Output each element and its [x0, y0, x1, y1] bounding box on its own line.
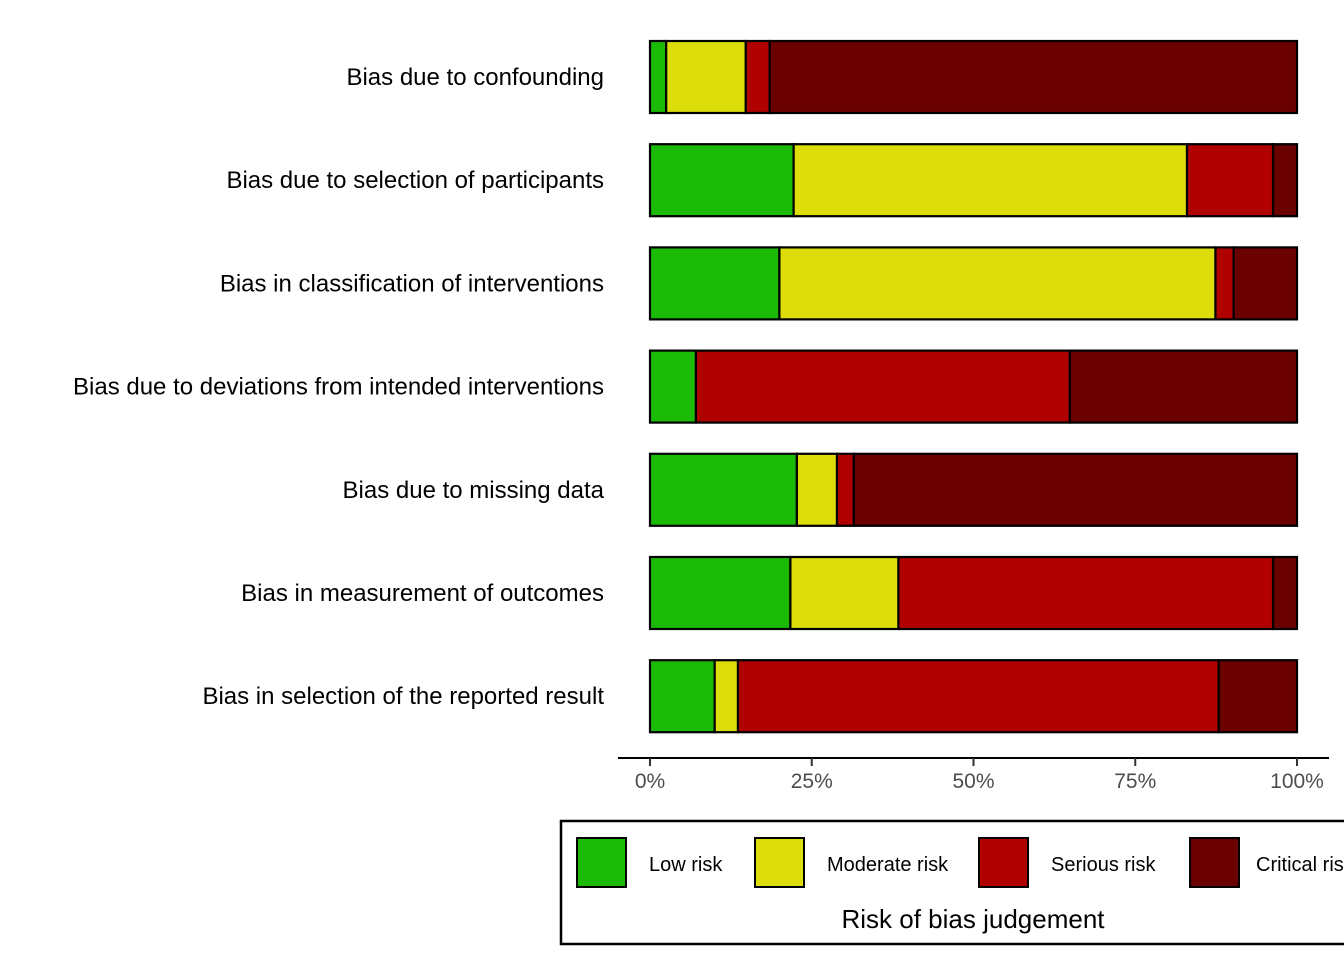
bar-segment-moderate-risk [789, 555, 900, 631]
bar-segment-low-risk [648, 659, 716, 734]
x-tick-label: 75% [1114, 770, 1156, 793]
bar-segment-moderate-risk [665, 39, 747, 115]
legend-label: Low risk [649, 854, 723, 876]
bar-segment-low-risk [648, 349, 698, 424]
legend-key-critical-risk [1189, 837, 1240, 888]
bar-segment-critical-risk [1068, 349, 1299, 424]
category-label: Bias due to deviations from intended int… [73, 374, 604, 401]
bar-segment-moderate-risk [792, 143, 1189, 218]
bar-segment-low-risk [648, 452, 798, 527]
bar-segment-low-risk [648, 246, 781, 321]
bar-segment-low-risk [648, 39, 668, 115]
x-tick-label: 0% [635, 770, 665, 793]
bar-segment-serious-risk [897, 555, 1275, 631]
legend-label: Critical risk [1256, 854, 1344, 876]
category-label: Bias due to confounding [346, 64, 604, 91]
x-tick-label: 50% [952, 770, 994, 793]
legend-key-moderate-risk [754, 837, 805, 888]
bar-segment-moderate-risk [778, 246, 1217, 321]
legend: Low risk Moderate risk Serious risk Critica… [559, 819, 1344, 946]
category-label: Bias due to selection of participants [226, 167, 604, 194]
category-labels: Bias due to confounding Bias due to selec… [73, 64, 605, 710]
bar-segment-serious-risk [1185, 143, 1275, 218]
category-label: Bias in selection of the reported result [202, 683, 604, 710]
bar-segment-moderate-risk [713, 659, 740, 734]
bar-segment-serious-risk [1214, 246, 1235, 321]
category-label: Bias in classification of interventions [220, 270, 604, 297]
legend-title: Risk of bias judgement [841, 904, 1105, 934]
legend-key-serious-risk [978, 837, 1029, 888]
category-label: Bias due to missing data [343, 477, 605, 504]
bar-segment-critical-risk [1271, 143, 1299, 218]
bar-segment-serious-risk [694, 349, 1072, 424]
bar-segment-serious-risk [736, 659, 1220, 734]
bar-segment-serious-risk [835, 452, 855, 527]
bar-segment-critical-risk [1271, 555, 1299, 631]
bar-segment-low-risk [648, 555, 792, 631]
x-tick-label: 100% [1270, 770, 1324, 793]
bar-segment-critical-risk [768, 39, 1299, 115]
legend-label: Moderate risk [827, 854, 949, 876]
bar-segment-serious-risk [744, 39, 771, 115]
bar-segment-low-risk [648, 143, 795, 218]
bar-segment-moderate-risk [795, 452, 839, 527]
x-tick-label: 25% [791, 770, 833, 793]
x-axis: 0% 25% 50% 75% 100% [618, 757, 1329, 793]
legend-key-low-risk [576, 837, 627, 888]
category-label: Bias in measurement of outcomes [241, 580, 604, 607]
bar-segment-critical-risk [1232, 246, 1299, 321]
bar-segment-critical-risk [1217, 659, 1299, 734]
legend-label: Serious risk [1051, 854, 1156, 876]
bar-segment-critical-risk [852, 452, 1299, 527]
bars [648, 39, 1299, 734]
